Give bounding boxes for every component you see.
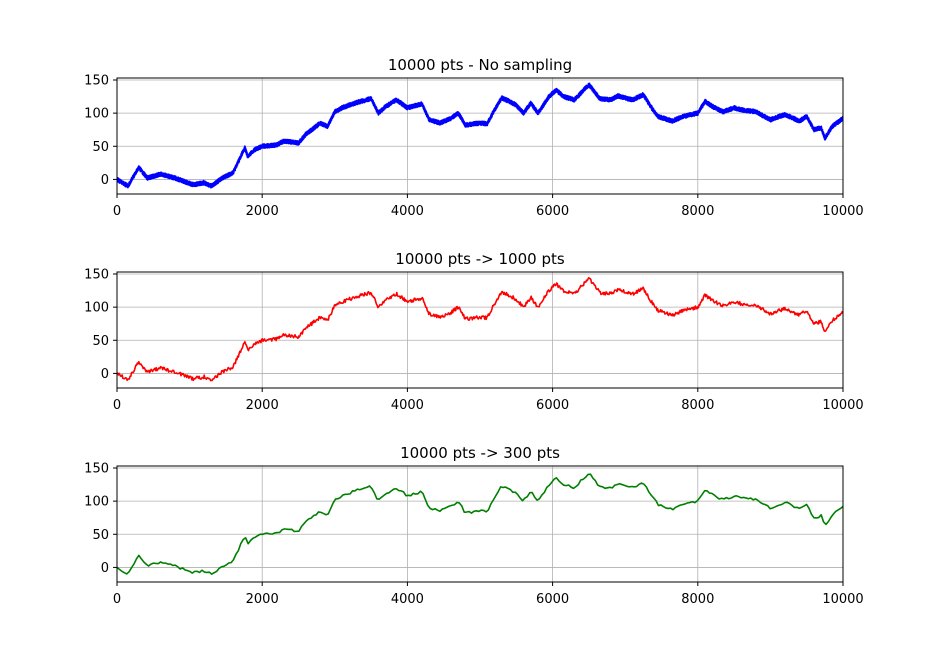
x-tick-label: 0	[113, 398, 121, 413]
subplot-3: 0 2000 4000 6000 8000 10000 0 50 100 150 10000 pts…	[84, 444, 864, 607]
x-tick-label: 0	[113, 592, 121, 607]
x-tick-label: 6000	[536, 204, 569, 219]
y-tick-label: 0	[101, 173, 109, 188]
x-tick-label: 2000	[246, 592, 279, 607]
series-line	[117, 82, 843, 189]
axes-frame	[116, 77, 844, 195]
y-tick-label: 150	[84, 73, 109, 88]
x-tick-label: 6000	[536, 398, 569, 413]
subplot-title: 10000 pts -> 300 pts	[400, 444, 560, 462]
series-line	[117, 473, 843, 575]
subplot-2: 0 2000 4000 6000 8000 10000 0 50 100 150 10000 pts…	[84, 250, 864, 413]
y-tick-label: 0	[101, 367, 109, 382]
x-tick-label: 2000	[246, 398, 279, 413]
y-tick-label: 150	[84, 267, 109, 282]
x-tick-label: 10000	[822, 398, 863, 413]
y-tick-label: 100	[84, 107, 109, 122]
x-tick-label: 4000	[391, 204, 424, 219]
x-tick-label: 8000	[681, 592, 714, 607]
x-tick-label: 0	[113, 204, 121, 219]
x-tick-label: 4000	[391, 398, 424, 413]
x-tick-label: 6000	[536, 592, 569, 607]
y-tick-label: 150	[84, 461, 109, 476]
y-tick-label: 100	[84, 301, 109, 316]
y-tick-label: 50	[92, 528, 109, 543]
x-tick-label: 8000	[681, 398, 714, 413]
axes-frame	[116, 271, 844, 389]
x-tick-label: 2000	[246, 204, 279, 219]
y-tick-label: 50	[92, 140, 109, 155]
axes-frame	[116, 465, 844, 583]
x-tick-label: 4000	[391, 592, 424, 607]
y-tick-label: 0	[101, 561, 109, 576]
y-tick-label: 50	[92, 334, 109, 349]
subplot-1: 0 2000 4000 6000 8000 10000 0 50 100 150 10000 pts…	[84, 56, 864, 219]
subplot-title: 10000 pts - No sampling	[388, 56, 572, 74]
x-tick-label: 10000	[822, 592, 863, 607]
x-tick-label: 10000	[822, 204, 863, 219]
x-tick-label: 8000	[681, 204, 714, 219]
y-tick-label: 100	[84, 495, 109, 510]
series-line	[117, 276, 843, 382]
subplot-title: 10000 pts -> 1000 pts	[395, 250, 565, 268]
